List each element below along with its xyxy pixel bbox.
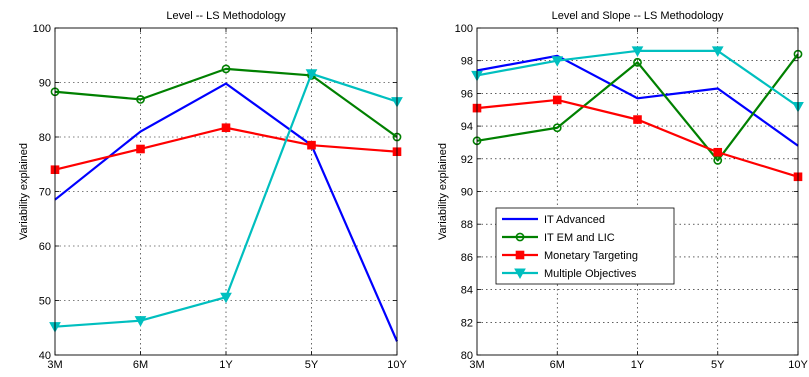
y-tick-label: 40 [39,350,51,362]
y-tick-label: 90 [39,78,51,90]
axes-frame [476,27,799,356]
legend-entry: Multiple Objectives [502,268,637,280]
y-tick-label: 88 [461,219,473,231]
series-line [54,82,399,342]
data-point [307,140,316,150]
data-point [633,57,642,67]
legend-label: IT Advanced [544,214,605,226]
data-point [631,46,644,57]
y-tick-label: 92 [461,154,473,166]
chart-panel-2: 80 82 84 86 88 90 92 94 96 98 100 3M 6M 1Y 5Y 10Y Level … [437,10,808,371]
y-tick-label: 84 [461,285,473,297]
legend-box [495,207,675,285]
x-tick-label: 5Y [305,359,319,371]
legend-entry: IT Advanced [502,214,605,226]
data-point [134,316,147,327]
chart-title: Level -- LS Methodology [166,10,286,22]
y-tick-label: 70 [39,187,51,199]
series-line [476,53,799,162]
legend-label: Monetary Targeting [544,250,638,262]
x-tick-label: 10Y [788,359,808,371]
data-point [305,69,318,80]
data-point [713,156,723,165]
x-tick-label: 3M [47,359,62,371]
series-1 [476,54,799,147]
y-tick-label: 94 [461,121,473,133]
axes-frame [54,27,398,356]
legend-entry: Monetary Targeting [502,250,638,262]
legend: IT Advanced IT EM and LIC Monetary Targeti… [495,207,675,285]
chart-title: Level and Slope -- LS Methodology [552,10,724,22]
x-tick-label: 6M [133,359,148,371]
data-point [552,95,562,105]
y-axis-label: Variability explained [437,143,449,240]
x-tick-label: 6M [550,359,565,371]
y-tick-label: 60 [39,241,51,253]
y-tick-label: 100 [455,23,473,35]
y-tick-label: 80 [461,350,473,362]
y-tick-label: 82 [461,317,473,329]
data-point [136,144,145,154]
legend-swatch-marker [515,232,525,242]
y-tick-label: 98 [461,56,473,68]
y-axis-label: Variability explained [18,143,30,240]
legend-label: IT EM and LIC [544,232,615,244]
x-tick-label: 3M [469,359,484,371]
y-tick-label: 100 [33,23,51,35]
data-point [221,64,231,74]
x-tick-label: 5Y [711,359,725,371]
x-tick-label: 10Y [387,359,407,371]
y-tick-label: 90 [461,187,473,199]
legend-entry: IT EM and LIC [502,232,615,244]
series-line [54,67,398,138]
legend-label: Multiple Objectives [544,268,637,280]
y-tick-label: 80 [39,132,51,144]
x-tick-label: 1Y [631,359,645,371]
data-point [713,147,723,157]
data-point [711,46,724,57]
data-point [633,115,642,124]
y-tick-label: 50 [39,296,51,308]
x-tick-label: 1Y [219,359,233,371]
data-point [552,123,562,133]
series-line [476,54,799,147]
legend-swatch-marker [515,250,525,260]
data-point [220,292,232,304]
data-point [221,123,231,133]
data-point [136,94,145,104]
legend-swatch-marker [514,268,526,280]
data-point [551,56,564,67]
series-2 [472,49,803,165]
y-tick-label: 96 [461,88,473,100]
chart-panel-1: 40 50 60 70 80 90 100 3M 6M 1Y 5Y 10Y Level -- LS Me… [18,10,407,371]
y-tick-label: 86 [461,252,473,264]
series-1 [54,82,399,342]
